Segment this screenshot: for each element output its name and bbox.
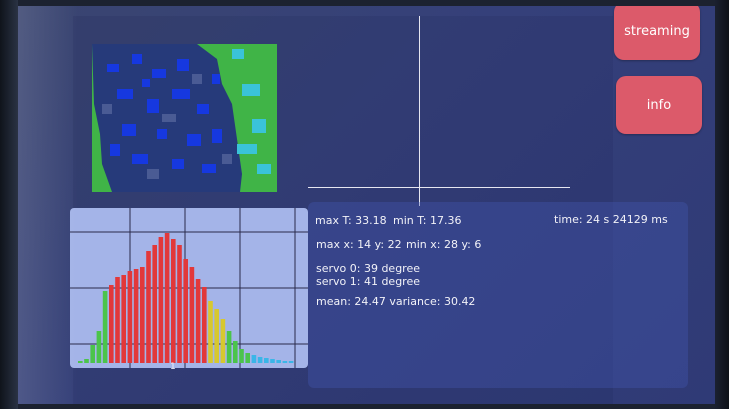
histogram-bar [251, 355, 257, 363]
histogram-bar [127, 271, 133, 363]
histogram-bar [226, 331, 232, 363]
histogram-bar [189, 267, 195, 363]
crosshair-horizontal [308, 187, 570, 188]
histogram-bar [264, 358, 269, 363]
histogram-bar [152, 245, 157, 363]
crosshair-vertical [419, 16, 420, 206]
min-position-text: min x: 28 y: 6 [406, 238, 482, 251]
histogram-bar [96, 331, 102, 363]
temperature-histogram [70, 208, 308, 368]
histogram-bar [183, 259, 188, 363]
histogram-bar [208, 301, 213, 363]
histogram-bar [133, 269, 139, 363]
servo0-text: servo 0: 39 degree [316, 262, 421, 275]
histogram-bar [171, 239, 176, 363]
min-temp-text: min T: 17.36 [393, 214, 462, 227]
histogram-bar [78, 361, 83, 363]
histogram-bar [146, 251, 151, 363]
histogram-bar [102, 291, 108, 363]
streaming-button[interactable]: streaming [614, 6, 700, 60]
histogram-bar [164, 233, 170, 363]
info-button-label: info [646, 97, 672, 113]
histogram-bar [195, 279, 201, 363]
histogram-bar [90, 345, 95, 363]
stats-panel [308, 202, 688, 388]
histogram-bar [109, 285, 114, 363]
max-temp-text: max T: 33.18 [315, 214, 387, 227]
histogram-bar [270, 359, 275, 363]
histogram-bar [84, 359, 89, 363]
thermal-image [92, 44, 277, 192]
histogram-bar [177, 245, 182, 363]
thermal-image-graphic [92, 44, 277, 192]
streaming-button-label: streaming [624, 23, 690, 39]
histogram-bar [214, 309, 219, 363]
max-position-text: max x: 14 y: 22 [316, 238, 402, 251]
histogram-x-tick: 1 [170, 362, 176, 372]
histogram-bar [288, 361, 294, 363]
display-screen: streaming info 1 max T: 33.18 min T: 17.… [18, 6, 715, 404]
histogram-bar [121, 275, 126, 363]
device-bezel-right [715, 0, 729, 409]
histogram-graphic [70, 208, 308, 368]
histogram-bar [245, 353, 250, 363]
device-bezel-left [0, 0, 18, 409]
info-button[interactable]: info [616, 76, 702, 134]
histogram-bar [276, 360, 281, 363]
histogram-bar [257, 357, 263, 363]
servo1-text: servo 1: 41 degree [316, 275, 421, 288]
histogram-bar [115, 277, 120, 363]
mean-variance-text: mean: 24.47 variance: 30.42 [316, 295, 476, 308]
screen-glare [18, 6, 78, 404]
histogram-bar [282, 361, 288, 363]
histogram-bar [140, 267, 145, 363]
histogram-bar [220, 319, 226, 363]
time-text: time: 24 s 24129 ms [554, 213, 668, 226]
histogram-bar [233, 341, 238, 363]
histogram-bar [202, 287, 207, 363]
histogram-bar [239, 349, 244, 363]
histogram-bar [158, 237, 164, 363]
